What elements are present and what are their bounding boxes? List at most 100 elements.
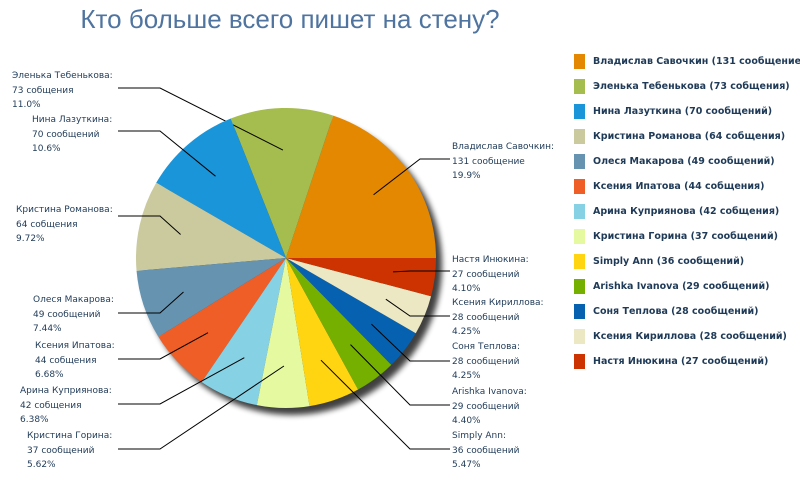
pie-slice[interactable] bbox=[286, 258, 436, 297]
leader-line bbox=[118, 130, 216, 177]
data-label-line: Олеся Макарова: bbox=[33, 295, 114, 305]
leader-line bbox=[118, 87, 284, 151]
data-label-line: 4.40% bbox=[452, 416, 481, 426]
legend-swatch bbox=[574, 278, 585, 294]
legend-label: Кристина Романова (64 собщения) bbox=[593, 130, 786, 142]
data-label: Соня Теплова: 28 сообщений 4.25% bbox=[452, 340, 520, 384]
pie-slice[interactable] bbox=[286, 258, 359, 407]
leader-line bbox=[118, 215, 181, 235]
pie-slice[interactable] bbox=[136, 258, 286, 337]
data-label-line: Ксения Ипатова: bbox=[35, 341, 115, 351]
data-label-line: 11.0% bbox=[12, 100, 41, 110]
legend-label: Эленька Тебенькова (73 собщения) bbox=[593, 80, 790, 92]
legend-item[interactable]: Нина Лазуткина (70 сообщений) bbox=[574, 103, 772, 119]
data-label: Ксения Ипатова: 44 собщения 6.68% bbox=[35, 339, 115, 383]
leader-line bbox=[118, 332, 209, 360]
data-label-line: Эленька Тебенькова: bbox=[12, 71, 113, 81]
pie-slice[interactable] bbox=[286, 258, 432, 334]
legend-label: Владислав Савочкин (131 сообщение bbox=[593, 55, 800, 67]
legend-label: Кристина Горина (37 сообщений) bbox=[593, 230, 778, 242]
legend-label: Ксения Кириллова (28 сообщений) bbox=[593, 330, 787, 342]
legend-swatch bbox=[574, 353, 585, 369]
leader-line bbox=[350, 344, 450, 406]
data-label: Кристина Горина: 37 сообщений 5.62% bbox=[27, 429, 112, 473]
leader-line bbox=[393, 270, 450, 273]
legend-swatch bbox=[574, 303, 585, 319]
data-label-line: Arishka Ivanova: bbox=[452, 387, 527, 397]
data-label: Эленька Тебенькова: 73 собщения 11.0% bbox=[12, 69, 113, 113]
data-label-line: Настя Инюкина: bbox=[452, 255, 529, 265]
legend-item[interactable]: Ксения Ипатова (44 собщения) bbox=[574, 178, 764, 194]
data-label: Владислав Савочкин: 131 сообщение 19.9% bbox=[452, 140, 554, 184]
pie-slice[interactable] bbox=[156, 118, 286, 259]
data-label-line: Кристина Горина: bbox=[27, 431, 113, 441]
legend-swatch bbox=[574, 328, 585, 344]
data-label: Настя Инюкина: 27 сообщений 4.10% bbox=[452, 253, 529, 297]
data-label-line: Арина Куприянова: bbox=[20, 386, 112, 396]
legend-item[interactable]: Arishka Ivanova (29 сообщений) bbox=[574, 278, 769, 294]
legend-swatch bbox=[574, 228, 585, 244]
chart-title: Кто больше всего пишет на стену? bbox=[80, 4, 500, 34]
pie-slice[interactable] bbox=[286, 258, 392, 390]
pie-slice[interactable] bbox=[230, 108, 334, 258]
pie-slice[interactable] bbox=[286, 115, 436, 258]
legend-swatch bbox=[574, 253, 585, 269]
legend-item[interactable]: Simply Ann (36 сообщений) bbox=[574, 253, 744, 269]
data-label-line: 28 сообщений bbox=[452, 356, 520, 367]
legend-label: Simply Ann (36 сообщений) bbox=[593, 255, 745, 267]
leader-line bbox=[373, 158, 450, 196]
data-label-line: 36 сообщений bbox=[452, 445, 520, 456]
data-label: Олеся Макарова: 49 сообщений 7.44% bbox=[33, 293, 114, 337]
data-label-line: 7.44% bbox=[33, 324, 62, 334]
data-label-line: 29 сообщений bbox=[452, 401, 520, 412]
legend-swatch bbox=[574, 203, 585, 219]
legend-swatch bbox=[574, 153, 585, 169]
data-label-line: 70 сообщений bbox=[32, 129, 100, 140]
legend-item[interactable]: Кристина Романова (64 собщения) bbox=[574, 128, 785, 144]
legend-item[interactable]: Ксения Кириллова (28 сообщений) bbox=[574, 328, 787, 344]
leader-line bbox=[371, 323, 450, 362]
data-label-line: Кристина Романова: bbox=[16, 205, 113, 215]
data-label: Simply Ann: 36 сообщений 5.47% bbox=[452, 429, 519, 473]
legend-swatch bbox=[574, 128, 585, 144]
data-label-line: 4.25% bbox=[452, 371, 481, 381]
legend-label: Ксения Ипатова (44 собщения) bbox=[593, 180, 765, 192]
legend-label: Arishka Ivanova (29 сообщений) bbox=[593, 280, 770, 292]
data-label-line: 73 собщения bbox=[12, 85, 74, 96]
data-label-line: 49 сообщений bbox=[33, 309, 101, 320]
legend-swatch bbox=[574, 53, 585, 69]
pie-slice[interactable] bbox=[256, 258, 310, 408]
data-label-line: 10.6% bbox=[32, 144, 61, 154]
data-label-line: 4.25% bbox=[452, 327, 481, 337]
pie-slice[interactable] bbox=[135, 182, 286, 271]
data-label-line: 42 собщения bbox=[20, 400, 82, 411]
data-label-line: 27 сообщений bbox=[452, 269, 520, 280]
data-label-line: Нина Лазуткина: bbox=[32, 115, 113, 125]
leader-line bbox=[320, 359, 450, 450]
data-label-line: 9.72% bbox=[16, 234, 45, 244]
data-label-line: Владислав Савочкин: bbox=[452, 142, 555, 152]
legend-item[interactable]: Эленька Тебенькова (73 собщения) bbox=[574, 78, 790, 94]
leader-line bbox=[118, 291, 184, 314]
legend-item[interactable]: Арина Куприянова (42 собщения) bbox=[574, 203, 779, 219]
data-label-line: Ксения Кириллова: bbox=[452, 298, 544, 308]
data-label-line: 28 сообщений bbox=[452, 312, 520, 323]
legend-item[interactable]: Настя Инюкина (27 сообщений) bbox=[574, 353, 768, 369]
data-label: Ксения Кириллова: 28 сообщений 4.25% bbox=[452, 296, 544, 340]
pie-slice[interactable] bbox=[286, 258, 416, 365]
legend-label: Нина Лазуткина (70 сообщений) bbox=[593, 105, 773, 117]
legend-item[interactable]: Кристина Горина (37 сообщений) bbox=[574, 228, 778, 244]
leader-line bbox=[118, 357, 245, 405]
legend-item[interactable]: Соня Теплова (28 сообщений) bbox=[574, 303, 759, 319]
data-label-line: 4.10% bbox=[452, 284, 481, 294]
data-label: Нина Лазуткина: 70 сообщений 10.6% bbox=[32, 113, 112, 157]
pie-slice[interactable] bbox=[201, 258, 286, 406]
legend-item[interactable]: Владислав Савочкин (131 сообщение bbox=[574, 53, 800, 69]
data-label: Arishka Ivanova: 29 сообщений 4.40% bbox=[452, 385, 527, 429]
data-label: Кристина Романова: 64 собщения 9.72% bbox=[16, 203, 113, 247]
legend-item[interactable]: Олеся Макарова (49 сообщений) bbox=[574, 153, 775, 169]
legend-swatch bbox=[574, 178, 585, 194]
pie-slice[interactable] bbox=[158, 258, 286, 383]
